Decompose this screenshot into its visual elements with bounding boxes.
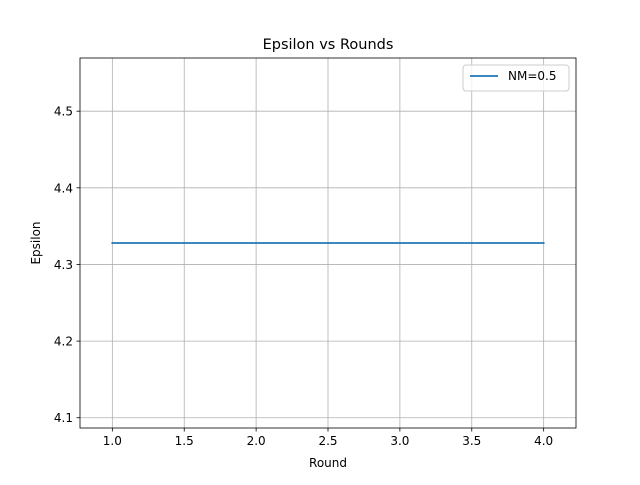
- y-tick-label: 4.1: [54, 411, 73, 425]
- x-tick-label: 4.0: [534, 434, 553, 448]
- x-tick-label: 3.5: [462, 434, 481, 448]
- legend: NM=0.5: [462, 64, 570, 92]
- chart-title: Epsilon vs Rounds: [263, 37, 394, 53]
- x-tick-label: 1.5: [175, 434, 194, 448]
- x-axis-label: Round: [309, 456, 347, 470]
- x-tick-label: 3.0: [390, 434, 409, 448]
- x-tick-label: 1.0: [103, 434, 122, 448]
- y-axis-label: Epsilon: [29, 221, 43, 264]
- y-tick-label: 4.5: [54, 105, 73, 119]
- x-axis: 1.0 1.5 2.0 2.5 3.0 3.5 4.0: [103, 428, 553, 448]
- y-axis: 4.1 4.2 4.3 4.4 4.5: [54, 105, 80, 425]
- y-tick-label: 4.3: [54, 258, 73, 272]
- x-tick-label: 2.0: [247, 434, 266, 448]
- legend-box: [462, 64, 570, 92]
- legend-label: NM=0.5: [508, 69, 556, 83]
- y-tick-label: 4.2: [54, 335, 73, 349]
- y-tick-label: 4.4: [54, 181, 73, 195]
- x-tick-label: 2.5: [318, 434, 337, 448]
